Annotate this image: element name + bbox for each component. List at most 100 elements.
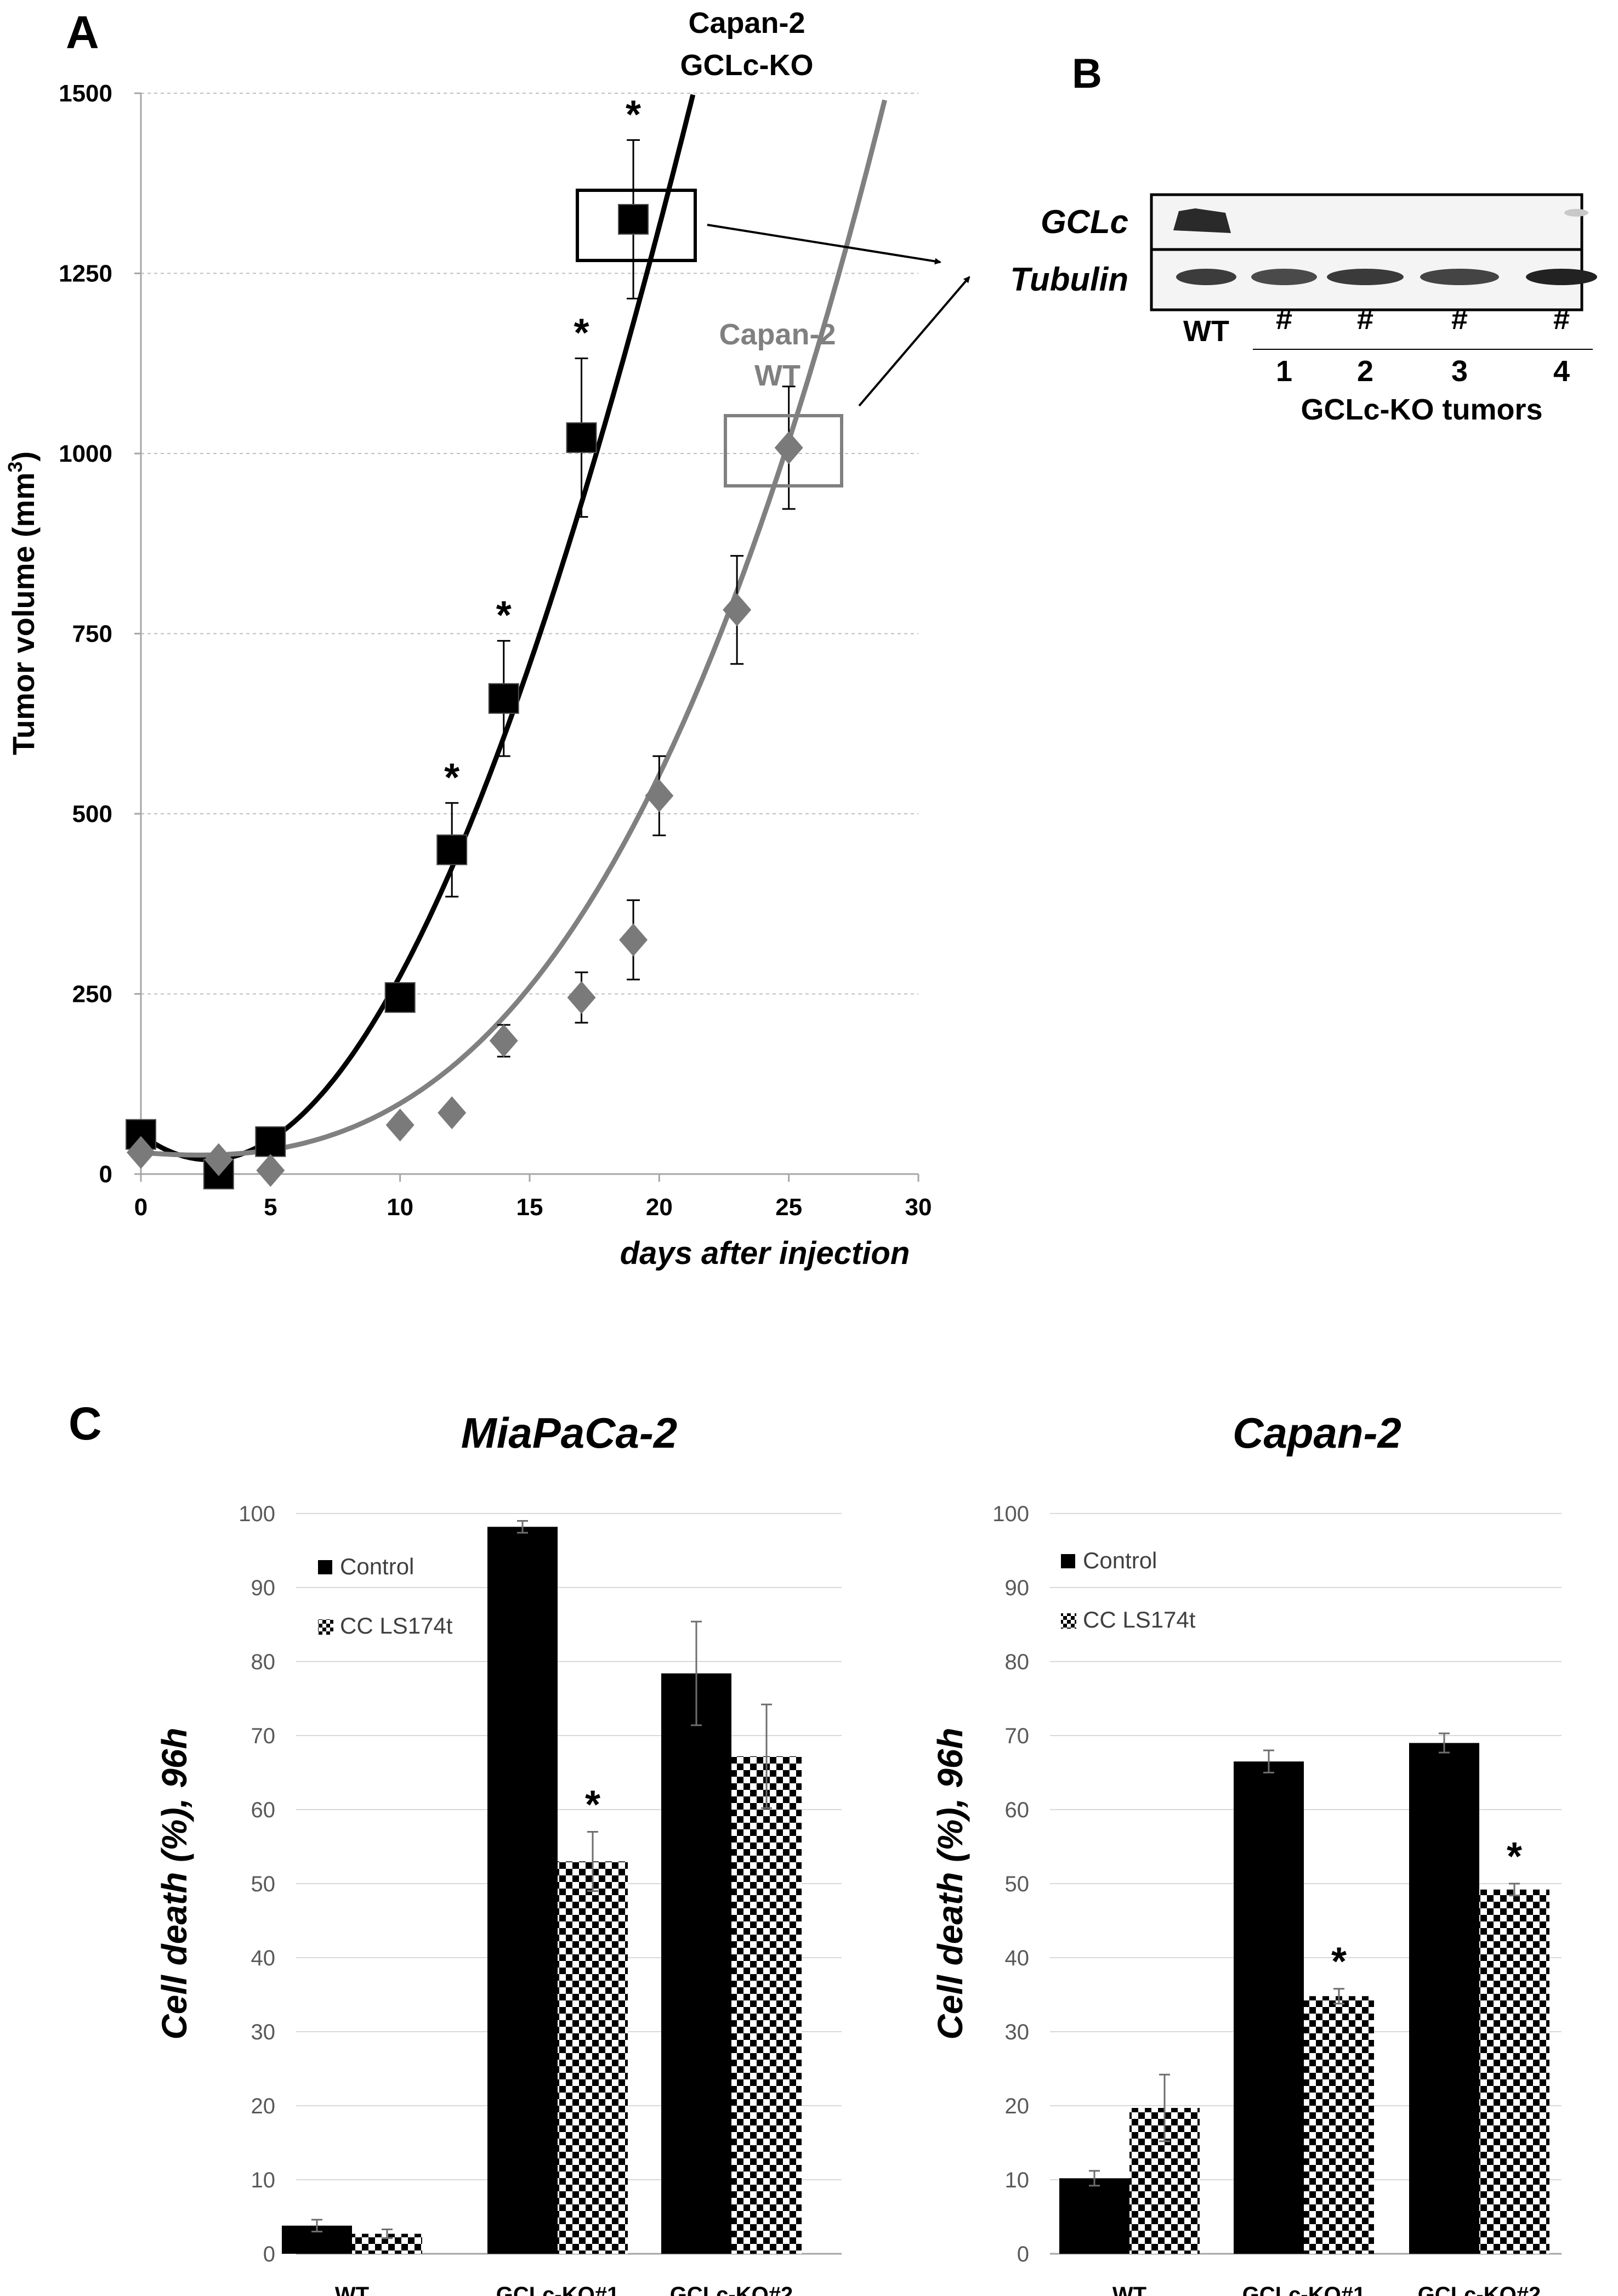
bar-cc-ls174t	[731, 1756, 802, 2254]
blot-tubulin-bands	[1176, 269, 1597, 285]
blot-lane-label-ko: #	[1451, 303, 1468, 336]
tubulin-band	[1176, 269, 1236, 285]
legend-label-control: Control	[340, 1554, 414, 1579]
panel-a-x-tick-label: 0	[134, 1194, 147, 1221]
panel-a-arrow-wt	[858, 276, 970, 407]
panel-a-y-tick-label: 1500	[59, 80, 112, 107]
blot-row-label-gclc: GCLc	[1041, 203, 1128, 240]
y-axis-label: Cell death (%), 96h	[155, 1728, 194, 2040]
significance-marker: *	[626, 93, 641, 137]
panel-a-x-tick-label: 5	[264, 1194, 277, 1221]
wt-data-point	[204, 1143, 233, 1176]
panel-a-y-tick-label: 1000	[59, 440, 112, 467]
legend-label-control: Control	[1083, 1547, 1157, 1573]
ko-data-point	[384, 982, 416, 1013]
significance-marker: *	[1331, 1940, 1347, 1984]
y-tick-label: 20	[1005, 2094, 1030, 2118]
y-tick-label: 90	[251, 1576, 276, 1600]
ko-data-point	[618, 203, 649, 235]
panel-a-arrow-ko	[707, 224, 941, 265]
panel-c-capan-chart: Cell death (%), 96h Capan-2 0 10 20 30 40 50 60 7…	[930, 1409, 1562, 2296]
blot-row-label-tubulin: Tubulin	[1010, 261, 1128, 298]
panel-a-x-tick-label: 20	[646, 1194, 673, 1221]
panel-a-y-tick-label: 0	[99, 1161, 112, 1188]
blot-lane-label-ko: #	[1276, 303, 1292, 336]
blot-band-gclc-faint	[1564, 209, 1588, 217]
panel-a-highlight-box-wt	[724, 414, 843, 487]
panel-a-y-ticks: 0 250 500 750 1000 1250 1500	[59, 80, 141, 1188]
legend-label-cc: CC LS174t	[340, 1613, 453, 1639]
panel-a-x-tick-label: 10	[387, 1194, 413, 1221]
panel-b-blot: GCLc Tubulin WT #1 #2 #3 #4 GCLc-KO tumors	[1010, 193, 1597, 426]
bar-control	[661, 1673, 731, 2254]
bar-control	[1234, 1761, 1304, 2254]
y-tick-label: 80	[1005, 1650, 1030, 1674]
y-tick-label: 30	[1005, 2020, 1030, 2044]
x-tick-label: WT	[335, 2283, 369, 2296]
panel-a-x-tick-label: 25	[775, 1194, 802, 1221]
legend-swatch-control	[318, 1560, 332, 1574]
y-tick-label: 70	[1005, 1724, 1030, 1748]
wt-fit-curve	[140, 99, 887, 1158]
blot-lane-number: 3	[1451, 355, 1468, 388]
y-tick-label: 0	[1017, 2242, 1029, 2266]
wt-data-point	[645, 779, 674, 813]
y-tick-label: 70	[251, 1724, 276, 1748]
x-tick-label: GCLc-KO#1	[1242, 2283, 1366, 2296]
panel-a-highlight-box-ko	[576, 189, 697, 262]
significance-marker: *	[444, 756, 459, 800]
blot-lane-number: 4	[1553, 355, 1570, 388]
blot-group-label: GCLc-KO tumors	[1301, 393, 1542, 426]
bar-cc-ls174t	[558, 1861, 628, 2254]
wt-data-point	[774, 431, 803, 464]
panel-a-x-axis-label: days after injection	[620, 1235, 910, 1271]
ko-data-point	[255, 1126, 286, 1157]
x-tick-label: GCLc-KO#2	[670, 2283, 793, 2296]
panel-a-y-tick-label: 1250	[59, 260, 112, 287]
y-tick-label: 0	[263, 2242, 275, 2266]
series-label-wt-line1: Capan-2	[719, 318, 836, 351]
tubulin-band	[1420, 269, 1499, 285]
chart-title: Capan-2	[1233, 1409, 1401, 1457]
legend-label-cc: CC LS174t	[1083, 1607, 1196, 1632]
wt-data-point	[385, 1108, 415, 1142]
y-tick-label: 50	[251, 1872, 276, 1896]
panel-a-y-tick-label: 750	[72, 621, 112, 648]
panel-a-significance: * * * *	[444, 93, 641, 800]
significance-marker: *	[496, 594, 512, 638]
y-tick-label: 80	[251, 1650, 276, 1674]
wt-data-point	[489, 1024, 518, 1057]
wt-data-point	[619, 923, 648, 956]
x-tick-label: GCLc-KO#2	[1418, 2283, 1541, 2296]
blot-lane-number: 2	[1357, 355, 1373, 388]
blot-lane-labels: WT #1 #2 #3 #4	[1183, 303, 1570, 388]
tubulin-band	[1526, 269, 1597, 285]
x-tick-label: GCLc-KO#1	[496, 2283, 620, 2296]
series-label-wt-line2: WT	[754, 359, 801, 392]
blot-band-gclc-wt	[1173, 208, 1231, 233]
wt-data-point	[438, 1096, 467, 1130]
tubulin-band	[1251, 269, 1317, 285]
panel-a-x-ticks: 0 5 10 15 20 25 30	[134, 1174, 932, 1221]
tubulin-band	[1327, 269, 1404, 285]
y-tick-label: 20	[251, 2094, 276, 2118]
bar-control	[487, 1527, 558, 2254]
panel-a-y-axis-label: Tumor volume (mm3)	[4, 451, 41, 755]
panel-a-chart: 0 250 500 750 1000 1250 1500 0 5 10 15 20 25 30 days…	[4, 7, 970, 1271]
significance-marker: *	[1507, 1835, 1522, 1879]
y-tick-label: 30	[251, 2020, 276, 2044]
y-tick-label: 60	[251, 1798, 276, 1822]
y-axis-label: Cell death (%), 96h	[930, 1728, 970, 2040]
y-tick-label: 100	[992, 1502, 1029, 1526]
blot-lane-label-ko: #	[1553, 303, 1570, 336]
bar-cc-ls174t	[1304, 1996, 1374, 2254]
panel-c-miapaca-chart: Cell death (%), 96h MiaPaCa-2 0 10 20 30 40 50 6…	[155, 1409, 842, 2296]
y-tick-label: 40	[1005, 1946, 1030, 1970]
y-tick-label: 100	[239, 1502, 275, 1526]
bar-control	[1409, 1743, 1479, 2254]
y-tick-label: 40	[251, 1946, 276, 1970]
wt-data-point	[567, 981, 596, 1014]
blot-lane-label-ko: #	[1357, 303, 1373, 336]
y-tick-label: 10	[251, 2168, 276, 2192]
